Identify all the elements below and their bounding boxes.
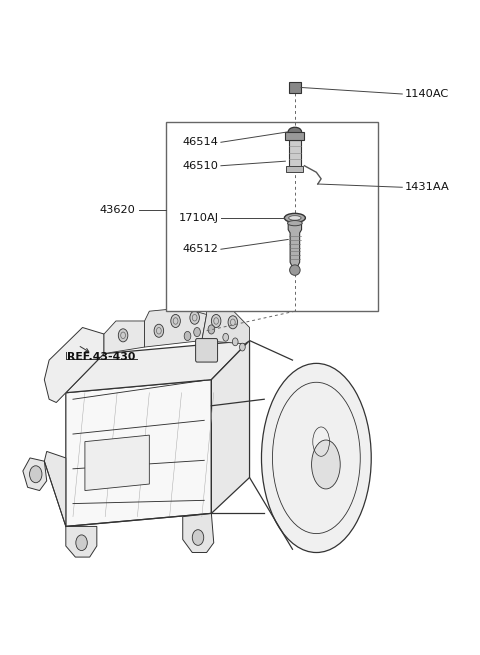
Circle shape (171, 314, 180, 328)
FancyBboxPatch shape (286, 166, 303, 172)
Polygon shape (44, 328, 104, 403)
Polygon shape (288, 223, 301, 274)
FancyBboxPatch shape (288, 82, 301, 93)
Circle shape (223, 333, 228, 341)
Circle shape (30, 466, 42, 483)
Circle shape (190, 311, 199, 324)
Circle shape (240, 343, 245, 351)
Circle shape (211, 314, 221, 328)
Polygon shape (144, 308, 206, 347)
Circle shape (118, 329, 128, 342)
Ellipse shape (262, 364, 371, 553)
Bar (166, 122, 378, 311)
Text: 46510: 46510 (182, 160, 218, 171)
Text: 1431AA: 1431AA (405, 182, 449, 193)
Text: 1710AJ: 1710AJ (179, 213, 218, 223)
Text: 46514: 46514 (183, 138, 218, 147)
Ellipse shape (312, 440, 340, 489)
Circle shape (76, 535, 87, 551)
Circle shape (154, 324, 164, 337)
Ellipse shape (284, 214, 305, 223)
Polygon shape (211, 341, 250, 514)
Ellipse shape (289, 265, 300, 275)
Polygon shape (85, 435, 149, 491)
Ellipse shape (288, 215, 301, 220)
Circle shape (208, 325, 215, 334)
Circle shape (192, 530, 204, 546)
Polygon shape (104, 321, 144, 354)
Polygon shape (23, 458, 47, 491)
FancyBboxPatch shape (285, 132, 304, 140)
Text: 46512: 46512 (183, 244, 218, 254)
Ellipse shape (288, 127, 301, 136)
Bar (288, 140, 301, 168)
Text: 43620: 43620 (99, 205, 135, 215)
Circle shape (232, 338, 238, 346)
Circle shape (228, 316, 238, 329)
Circle shape (194, 328, 200, 337)
Text: REF.43-430: REF.43-430 (67, 352, 136, 362)
Circle shape (184, 331, 191, 341)
Polygon shape (66, 341, 250, 393)
Polygon shape (183, 514, 214, 553)
Polygon shape (202, 308, 250, 344)
Polygon shape (44, 451, 66, 527)
Polygon shape (66, 380, 211, 527)
Ellipse shape (288, 221, 302, 226)
Text: 1140AC: 1140AC (405, 89, 449, 99)
Polygon shape (66, 527, 97, 557)
FancyBboxPatch shape (196, 339, 217, 362)
